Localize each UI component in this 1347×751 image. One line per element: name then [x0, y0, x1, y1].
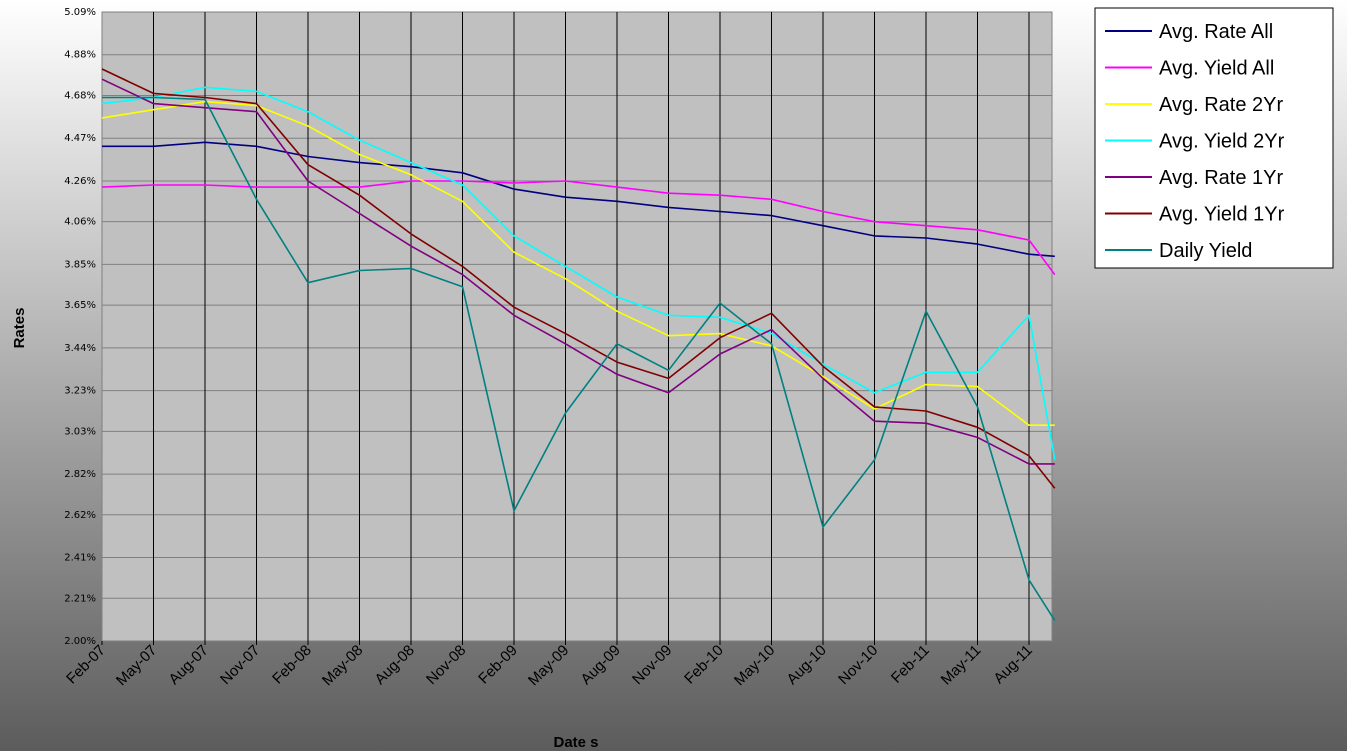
- y-tick-label: 2.82%: [64, 469, 96, 480]
- y-tick-label: 3.65%: [64, 300, 96, 311]
- y-tick-label: 3.85%: [64, 259, 96, 270]
- y-tick-label: 4.68%: [64, 90, 96, 101]
- y-tick-label: 2.41%: [64, 553, 96, 564]
- y-tick-label: 3.23%: [64, 386, 96, 397]
- legend-label: Avg. Rate All: [1159, 21, 1273, 43]
- y-tick-label: 4.26%: [64, 176, 96, 187]
- series-lines: [101, 68, 1056, 622]
- series-line-daily-yield: [102, 96, 1056, 622]
- legend-box: [1094, 7, 1334, 269]
- series-line-avg-rate-1yr: [101, 78, 1055, 465]
- legend-label: Avg. Rate 2Yr: [1159, 94, 1283, 116]
- y-tick-label: 4.47%: [64, 133, 96, 144]
- y-axis-title: Rates: [11, 308, 28, 349]
- y-tick-label: 4.88%: [64, 50, 96, 61]
- y-tick-label: 4.06%: [64, 217, 96, 228]
- y-axis-ticks: 5.09% 4.88% 4.68% 4.47% 4.26% 4.06% 3.85% 3.65%…: [64, 7, 96, 647]
- legend-label: Avg. Rate 1Yr: [1159, 167, 1283, 189]
- series-line-avg-yield-1yr: [101, 68, 1056, 489]
- y-tick-label: 2.00%: [64, 636, 96, 647]
- legend-label: Daily Yield: [1159, 240, 1252, 262]
- series-line-avg-yield-2yr: [101, 86, 1056, 460]
- legend-label: Avg. Yield 1Yr: [1159, 204, 1285, 226]
- series-line-avg-yield-all: [101, 180, 1056, 276]
- y-tick-label: 2.62%: [64, 510, 96, 521]
- vertical-gridlines: [153, 12, 1030, 641]
- y-tick-label: 5.09%: [64, 7, 96, 18]
- legend-label: Avg. Yield 2Yr: [1159, 131, 1285, 153]
- plot-area: [101, 11, 1053, 642]
- series-line-avg-rate-all: [102, 141, 1055, 258]
- x-axis-title: Date s: [553, 734, 598, 751]
- y-tick-label: 2.21%: [64, 593, 96, 604]
- y-tick-label: 3.03%: [64, 426, 96, 437]
- series-line-avg-rate-2yr: [101, 100, 1055, 427]
- legend-label: Avg. Yield All: [1159, 58, 1274, 80]
- horizontal-gridlines: [102, 54, 1052, 599]
- legend: Avg. Rate All Avg. Yield All Avg. Rate 2Yr…: [1094, 7, 1334, 269]
- y-tick-label: 3.44%: [64, 343, 96, 354]
